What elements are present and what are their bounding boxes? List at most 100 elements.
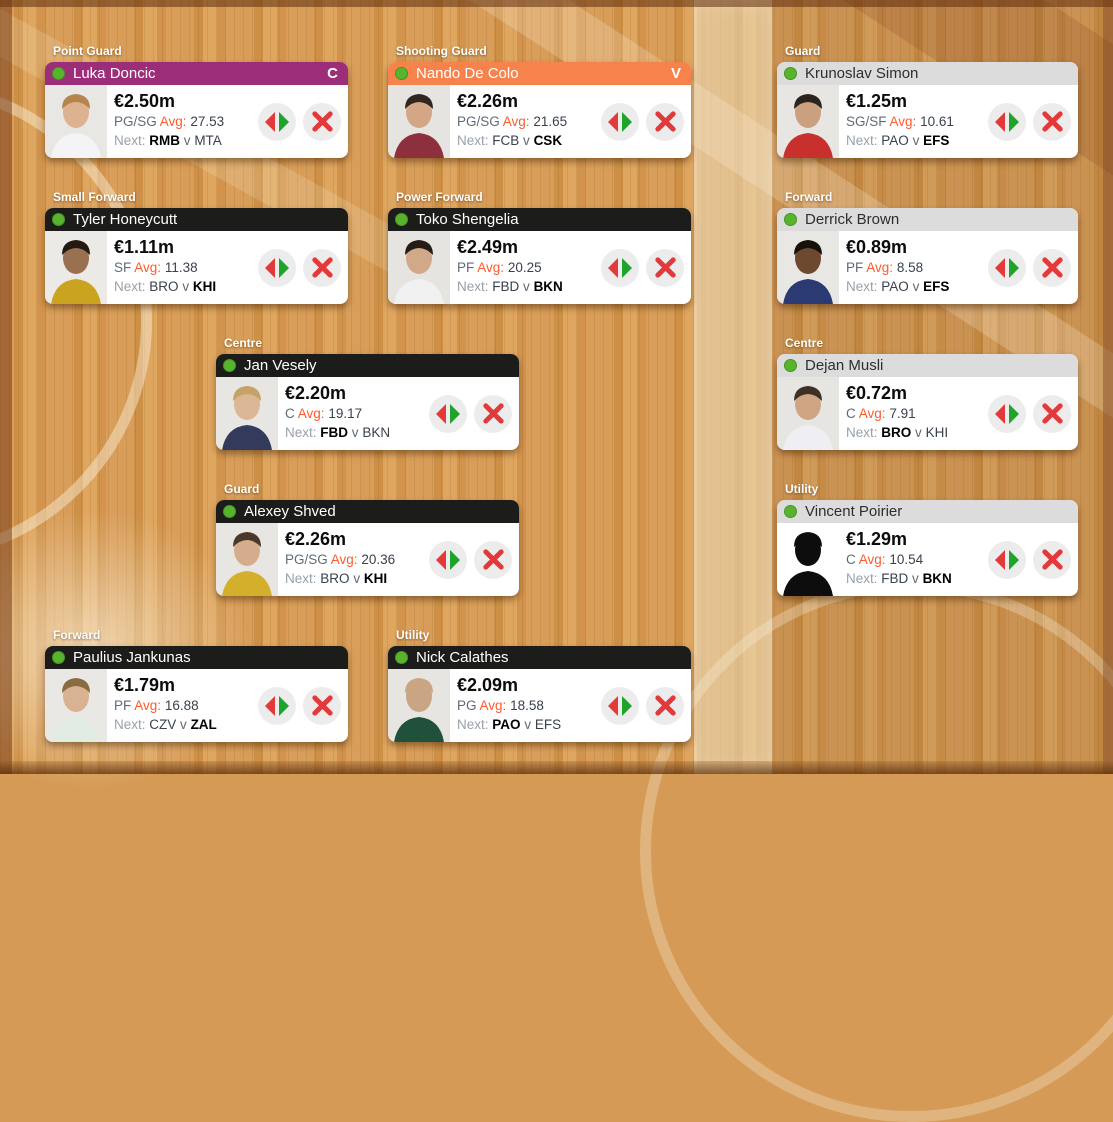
player-name[interactable]: Nick Calathes [416, 649, 509, 666]
swap-arrows-icon [995, 549, 1019, 570]
player-name[interactable]: Dejan Musli [805, 357, 884, 374]
player-card-header[interactable]: Derrick Brown [777, 208, 1078, 231]
versus-label: v [353, 571, 361, 586]
player-name[interactable]: Jan Vesely [244, 357, 317, 374]
substitute-button[interactable] [429, 394, 467, 433]
vice-captain-badge: V [670, 65, 681, 82]
remove-x-icon [654, 257, 676, 278]
avg-label: Avg: [479, 698, 507, 713]
player-card-body: €2.09m PG Avg: 18.58 Next: PAO v EFS [388, 669, 691, 742]
card-actions [429, 540, 512, 579]
player-card-header[interactable]: Nando De Colo V [388, 62, 691, 85]
next-game-line: Next: BRO v KHI [846, 423, 948, 442]
versus-label: v [912, 571, 919, 586]
substitute-button[interactable] [258, 686, 296, 725]
substitute-button[interactable] [258, 102, 296, 141]
player-card-header[interactable]: Vincent Poirier [777, 500, 1078, 523]
player-card-header[interactable]: Alexey Shved [216, 500, 519, 523]
player-name[interactable]: Luka Doncic [73, 65, 156, 82]
remove-button[interactable] [474, 540, 512, 579]
player-card-body: €2.26m PG/SG Avg: 20.36 Next: BRO v KHI [216, 523, 519, 596]
substitute-button[interactable] [988, 394, 1026, 433]
player-name[interactable]: Nando De Colo [416, 65, 519, 82]
player-name[interactable]: Paulius Jankunas [73, 649, 191, 666]
card-actions [258, 686, 341, 725]
remove-button[interactable] [646, 248, 684, 287]
player-name[interactable]: Vincent Poirier [805, 503, 903, 520]
player-card: Krunoslav Simon €1.25m SG/SF Avg: 10.61 … [777, 62, 1078, 158]
player-photo [388, 669, 450, 742]
home-team: PAO [492, 717, 521, 732]
avg-value: 16.88 [164, 698, 199, 713]
remove-button[interactable] [1033, 394, 1071, 433]
player-slot-power-forward: Power Forward Toko Shengelia €2.49m PF A… [388, 190, 691, 304]
away-team: BKN [533, 279, 563, 294]
player-name[interactable]: Derrick Brown [805, 211, 900, 228]
position-label: Guard [785, 44, 821, 58]
player-card-header[interactable]: Nick Calathes [388, 646, 691, 669]
remove-button[interactable] [1033, 102, 1071, 141]
player-card-body: €2.49m PF Avg: 20.25 Next: FBD v BKN [388, 231, 691, 304]
player-name[interactable]: Alexey Shved [244, 503, 336, 520]
status-dot-icon [395, 651, 408, 664]
remove-button[interactable] [646, 686, 684, 725]
avg-value: 7.91 [889, 406, 916, 421]
away-team: KHI [192, 279, 217, 294]
substitute-button[interactable] [429, 540, 467, 579]
remove-button[interactable] [474, 394, 512, 433]
remove-x-icon [1041, 257, 1063, 278]
remove-button[interactable] [303, 686, 341, 725]
player-card-header[interactable]: Krunoslav Simon [777, 62, 1078, 85]
avg-label: Avg: [477, 260, 505, 275]
swap-arrows-icon [265, 111, 289, 132]
substitute-button[interactable] [258, 248, 296, 287]
remove-button[interactable] [303, 102, 341, 141]
avg-value: 18.58 [510, 698, 544, 713]
remove-button[interactable] [303, 248, 341, 287]
player-average-line: C Avg: 7.91 [846, 404, 948, 423]
player-card-body: €1.25m SG/SF Avg: 10.61 Next: PAO v EFS [777, 85, 1078, 158]
player-name[interactable]: Krunoslav Simon [805, 65, 919, 82]
player-card-header[interactable]: Dejan Musli [777, 354, 1078, 377]
position-label: Centre [785, 336, 824, 350]
player-card-header[interactable]: Luka Doncic C [45, 62, 348, 85]
player-average-line: PG/SG Avg: 21.65 [457, 112, 567, 131]
substitute-button[interactable] [601, 686, 639, 725]
remove-button[interactable] [1033, 248, 1071, 287]
position-label: Point Guard [53, 44, 122, 58]
player-name[interactable]: Toko Shengelia [416, 211, 519, 228]
player-price: €2.09m [457, 675, 519, 695]
away-team: KHI [363, 571, 388, 586]
avg-value: 11.38 [164, 260, 198, 275]
substitute-button[interactable] [988, 102, 1026, 141]
substitute-button[interactable] [988, 540, 1026, 579]
remove-x-icon [482, 403, 504, 424]
status-dot-icon [784, 67, 797, 80]
substitute-button[interactable] [601, 248, 639, 287]
card-actions [429, 394, 512, 433]
home-team: PAO [881, 133, 909, 148]
remove-button[interactable] [1033, 540, 1071, 579]
remove-x-icon [482, 549, 504, 570]
avg-label: Avg: [502, 114, 530, 129]
player-positions: C [846, 552, 856, 567]
player-card-header[interactable]: Tyler Honeycutt [45, 208, 348, 231]
court-edge [0, 0, 1113, 7]
player-card-header[interactable]: Toko Shengelia [388, 208, 691, 231]
player-info: €0.72m C Avg: 7.91 Next: BRO v KHI [839, 377, 948, 450]
player-card-header[interactable]: Paulius Jankunas [45, 646, 348, 669]
player-name[interactable]: Tyler Honeycutt [73, 211, 178, 228]
player-price: €1.79m [114, 675, 176, 695]
swap-arrows-icon [265, 695, 289, 716]
away-team: EFS [923, 133, 950, 148]
substitute-button[interactable] [988, 248, 1026, 287]
next-label: Next: [285, 571, 317, 586]
avg-label: Avg: [866, 260, 894, 275]
next-label: Next: [846, 133, 878, 148]
avg-label: Avg: [889, 114, 917, 129]
substitute-button[interactable] [601, 102, 639, 141]
player-card-header[interactable]: Jan Vesely [216, 354, 519, 377]
player-card: Toko Shengelia €2.49m PF Avg: 20.25 Next… [388, 208, 691, 304]
remove-button[interactable] [646, 102, 684, 141]
player-info: €2.20m C Avg: 19.17 Next: FBD v BKN [278, 377, 390, 450]
